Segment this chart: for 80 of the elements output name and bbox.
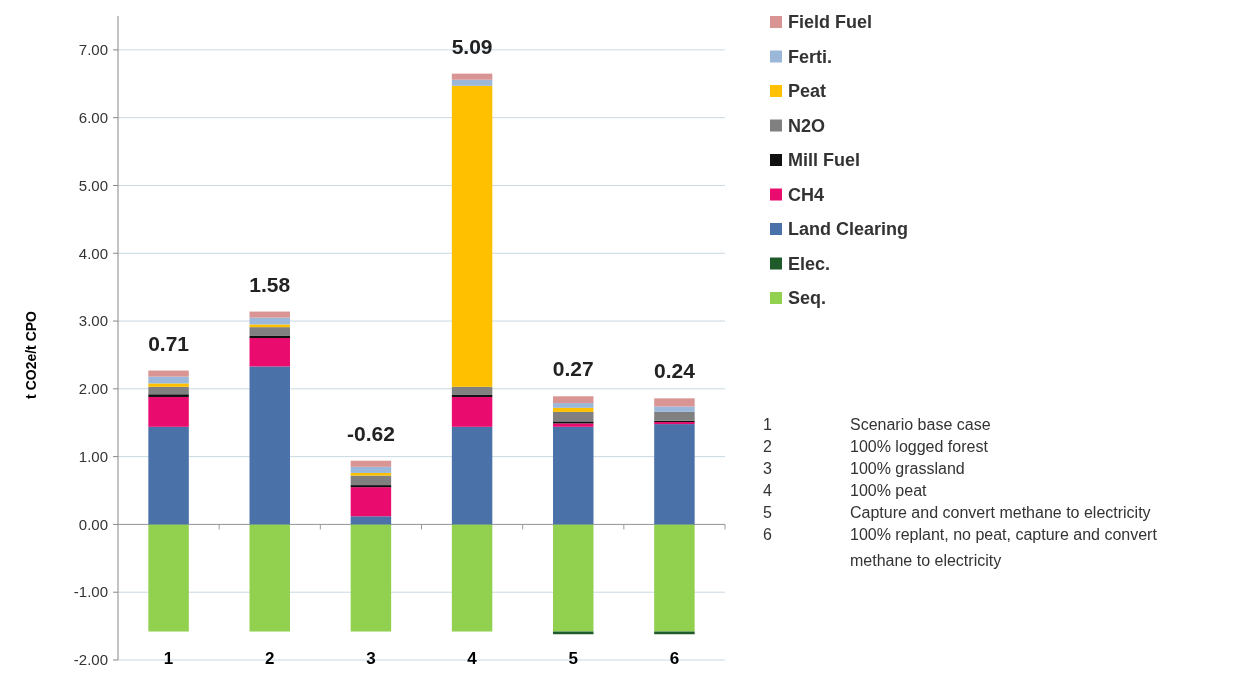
x-tick-label: 3 bbox=[366, 649, 376, 668]
legend-label: Ferti. bbox=[788, 46, 833, 67]
y-tick-label: -1.00 bbox=[73, 583, 108, 601]
bar bbox=[451, 524, 493, 632]
bar bbox=[148, 524, 189, 632]
bar bbox=[249, 335, 290, 338]
legend-label: CH4 bbox=[788, 184, 825, 205]
text: 3 100% grassland bbox=[763, 460, 965, 477]
total-label: 0.71 bbox=[148, 331, 190, 355]
bar bbox=[451, 73, 493, 80]
bar bbox=[654, 411, 695, 421]
bar bbox=[249, 327, 290, 336]
bar bbox=[654, 398, 695, 407]
y-tick-label: 1.00 bbox=[78, 447, 108, 465]
total-label: 1.58 bbox=[249, 272, 291, 296]
y-tick-label: 5.00 bbox=[78, 176, 108, 194]
legend-label: Mill Fuel bbox=[788, 150, 860, 171]
bar bbox=[654, 524, 695, 632]
bar bbox=[451, 79, 493, 86]
text: 2 100% logged forest bbox=[763, 438, 988, 455]
total-label: 0.24 bbox=[653, 359, 696, 383]
bar bbox=[148, 394, 189, 397]
text: 4 100% peat bbox=[763, 482, 927, 499]
bar bbox=[451, 386, 493, 395]
y-tick-label: 2.00 bbox=[78, 380, 108, 398]
x-tick-label: 2 bbox=[265, 649, 275, 668]
bar bbox=[350, 466, 392, 473]
bar bbox=[350, 516, 392, 525]
bar bbox=[350, 475, 392, 486]
bar bbox=[249, 311, 290, 318]
y-tick-label: 0.00 bbox=[78, 515, 108, 533]
y-tick-label: 6.00 bbox=[78, 108, 108, 126]
y-axis-title: t CO2e/t CPO bbox=[23, 310, 39, 399]
x-tick-label: 1 bbox=[163, 649, 174, 668]
bar bbox=[451, 396, 493, 427]
legend-label: Elec. bbox=[788, 253, 831, 274]
legend-label: N2O bbox=[788, 115, 826, 136]
text: 5 Capture and convert methane to electricity bbox=[763, 504, 1151, 521]
bar bbox=[654, 406, 695, 412]
bar bbox=[148, 383, 189, 387]
y-tick-label: 4.00 bbox=[78, 244, 108, 262]
text: 1 Scenario base case bbox=[763, 416, 991, 433]
bar bbox=[148, 396, 189, 427]
bar bbox=[148, 386, 189, 395]
x-tick-label: 4 bbox=[467, 649, 478, 668]
y-tick-label: 7.00 bbox=[78, 41, 108, 59]
bar bbox=[350, 472, 392, 476]
bar bbox=[148, 376, 189, 384]
bar bbox=[553, 426, 594, 525]
bar bbox=[350, 485, 392, 488]
total-label: 0.27 bbox=[552, 357, 594, 381]
y-tick-label: 3.00 bbox=[78, 312, 108, 330]
legend-label: Seq. bbox=[788, 288, 827, 309]
bar bbox=[148, 426, 189, 525]
bar bbox=[451, 85, 493, 387]
legend-label: Field Fuel bbox=[788, 12, 873, 33]
bar bbox=[249, 366, 290, 525]
text: 6 100% replant, no peat, capture and convert methane to electricity bbox=[763, 526, 1157, 569]
bar bbox=[350, 487, 392, 517]
bar bbox=[553, 403, 594, 408]
bar bbox=[654, 424, 695, 525]
bar bbox=[249, 524, 290, 632]
bar bbox=[350, 524, 392, 632]
legend-label: Peat bbox=[788, 81, 827, 102]
bar bbox=[553, 524, 594, 632]
total-label: -0.62 bbox=[346, 421, 395, 445]
bar bbox=[350, 460, 392, 467]
total-label: 5.09 bbox=[451, 34, 493, 58]
x-tick-label: 5 bbox=[568, 649, 578, 668]
x-tick-label: 6 bbox=[669, 649, 680, 668]
legend-label: Land Clearing bbox=[788, 219, 909, 240]
bar bbox=[553, 407, 594, 412]
bar bbox=[249, 338, 290, 367]
bar bbox=[148, 370, 189, 377]
bar bbox=[451, 394, 493, 397]
y-tick-label: -2.00 bbox=[73, 651, 108, 669]
bar bbox=[451, 426, 493, 525]
bar bbox=[553, 396, 594, 404]
bar bbox=[249, 324, 290, 328]
bar bbox=[553, 411, 594, 422]
